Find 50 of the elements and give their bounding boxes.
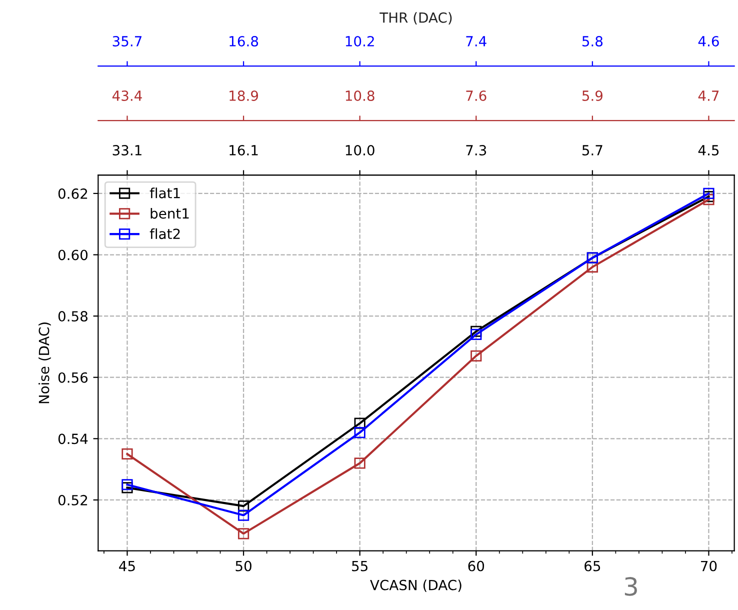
text: 18.9	[230, 90, 258, 101]
text: 16.8	[230, 36, 258, 46]
text: 35.7	[112, 36, 142, 46]
y-tick-label: 0.52	[58, 494, 88, 506]
legend-label: bent1	[150, 208, 189, 219]
text: 4.6	[698, 36, 719, 46]
text: 7.3	[466, 144, 486, 156]
y-tick-label: 0.58	[58, 311, 88, 322]
point	[122, 448, 133, 460]
point	[470, 328, 482, 340]
y-tick-label: 0.56	[58, 372, 88, 383]
text: 4.5	[698, 145, 719, 156]
text: 43.4	[112, 90, 142, 101]
point	[238, 528, 250, 540]
text: 4.7	[698, 90, 719, 101]
y-tick-label: 0.62	[58, 188, 88, 199]
point	[354, 426, 366, 438]
text: 10.8	[346, 90, 374, 101]
point	[703, 194, 714, 206]
text: 7.4	[466, 36, 486, 46]
x-tick-label: 55	[352, 560, 368, 572]
y-axis-title: Noise (DAC)	[38, 322, 51, 404]
x-tick-label: 50	[236, 560, 252, 572]
point	[354, 418, 366, 429]
point	[586, 261, 598, 273]
text: 16.1	[230, 144, 258, 156]
x2-axis-title: THR (DAC)	[380, 12, 452, 25]
text: 3	[624, 576, 637, 596]
y-tick-label: 0.60	[58, 250, 88, 260]
x-tick-label: 60	[468, 560, 484, 572]
x-tick-label: 65	[584, 560, 600, 572]
text: 7.6	[466, 90, 486, 101]
x-tick-label: 70	[701, 560, 717, 572]
y-tick-label: 0.54	[58, 434, 88, 444]
x-axis-title: VCASN (DAC)	[370, 580, 462, 592]
legend-label: flat1	[150, 188, 180, 198]
x-tick-label: 45	[119, 560, 135, 572]
text: 5.9	[582, 90, 602, 101]
point	[470, 350, 482, 362]
text: 33.1	[112, 144, 142, 156]
point	[354, 458, 366, 469]
legend-label: flat2	[150, 228, 180, 240]
point	[122, 479, 133, 490]
point	[238, 510, 250, 521]
point	[703, 188, 714, 200]
point	[238, 500, 250, 512]
text: 10.2	[346, 36, 374, 46]
text: 10.0	[346, 144, 374, 156]
text: 5.7	[582, 145, 602, 156]
text: 5.8	[582, 36, 603, 46]
